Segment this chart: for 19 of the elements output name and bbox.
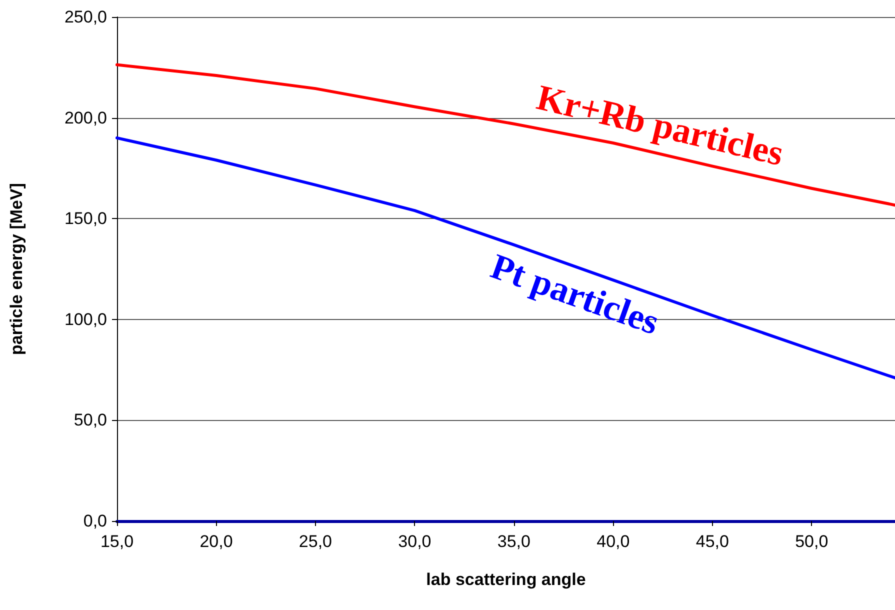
x-axis-title: lab scattering angle bbox=[426, 570, 586, 589]
text: Pt particles bbox=[486, 246, 664, 342]
x-tick-label: 15,0 bbox=[100, 532, 134, 551]
y-tick-label: 0,0 bbox=[83, 512, 107, 530]
y-tick-label: 100,0 bbox=[64, 310, 107, 329]
x-tick-label: 25,0 bbox=[298, 532, 332, 551]
x-tick-label: 40,0 bbox=[596, 532, 630, 551]
text: Kr+Rb particles bbox=[533, 77, 788, 174]
x-tick-label: 20,0 bbox=[200, 532, 233, 551]
x-tick-label: 50,0 bbox=[795, 532, 828, 551]
y-tick-label: 50,0 bbox=[74, 410, 107, 430]
x-tick-label: 30,0 bbox=[398, 532, 432, 551]
y-tick-label: 150,0 bbox=[64, 209, 107, 228]
y-tick-label: 250,0 bbox=[64, 8, 107, 26]
x-tick-label: 35,0 bbox=[497, 532, 530, 551]
y-axis-title: particle energy [MeV] bbox=[7, 183, 26, 355]
line-series bbox=[116, 63, 895, 207]
x-tick-label: 45,0 bbox=[696, 532, 729, 551]
y-tick-label: 200,0 bbox=[64, 108, 107, 128]
